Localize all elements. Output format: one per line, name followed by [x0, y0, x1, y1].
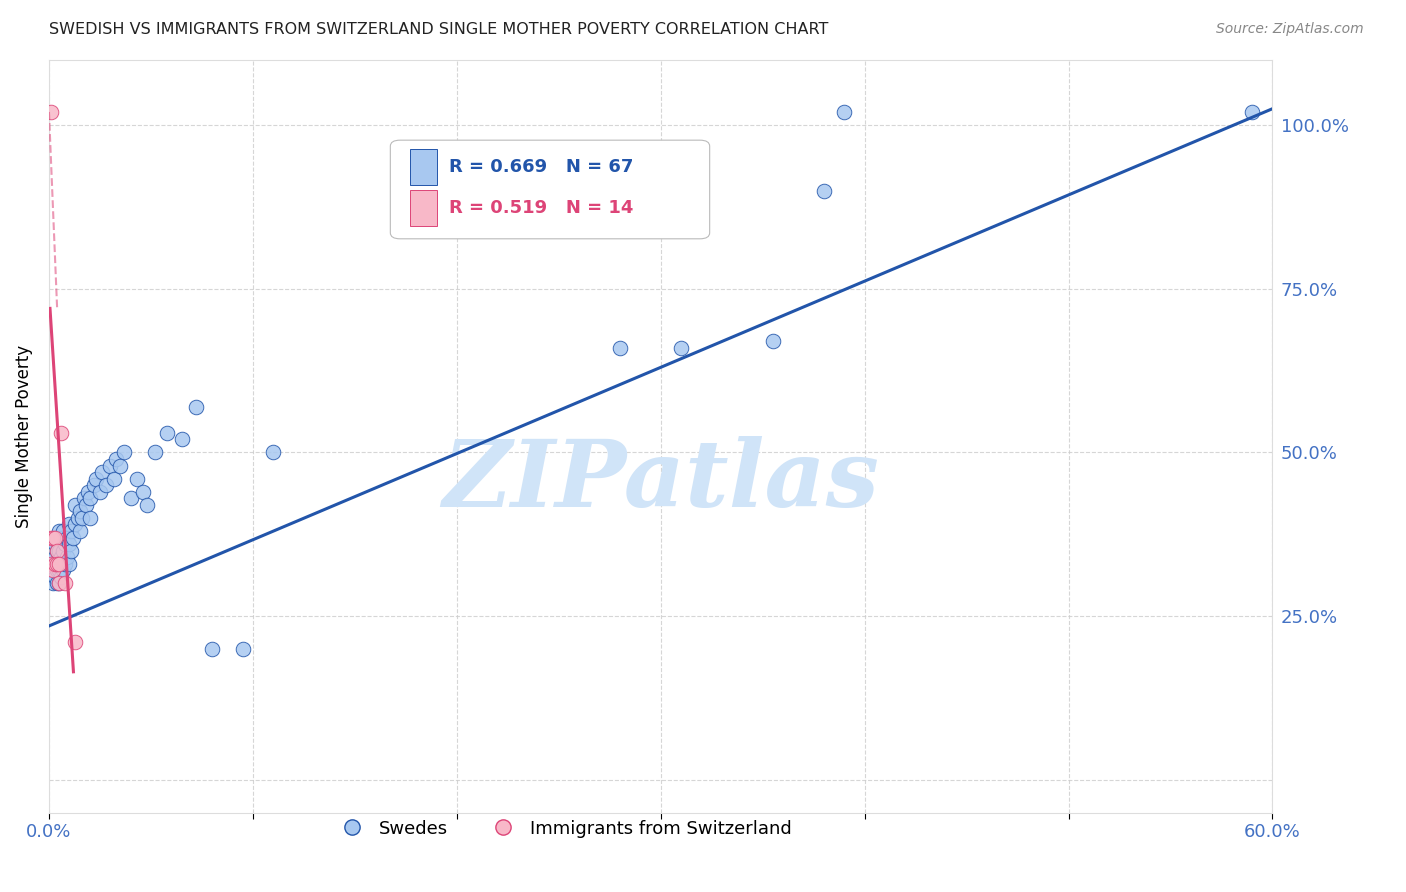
Text: R = 0.669   N = 67: R = 0.669 N = 67: [449, 158, 634, 177]
Point: [44, 531, 66, 545]
Point: [48, 557, 70, 571]
Point: [762, 334, 785, 348]
Point: [66, 511, 89, 525]
Point: [201, 641, 224, 656]
Point: [120, 491, 142, 506]
Point: [39, 557, 62, 571]
Point: [609, 341, 631, 355]
Point: [813, 184, 835, 198]
Bar: [411, 190, 437, 226]
Point: [89, 484, 111, 499]
Point: [46, 576, 69, 591]
Point: [62, 531, 84, 545]
Point: [79, 491, 101, 506]
Point: [53, 576, 76, 591]
Point: [52, 543, 75, 558]
Point: [39, 531, 62, 545]
Bar: [411, 149, 437, 186]
Point: [132, 484, 155, 499]
Point: [110, 458, 132, 473]
Point: [46, 543, 69, 558]
Point: [112, 445, 135, 459]
Point: [44, 550, 66, 565]
Point: [52, 563, 75, 577]
Point: [669, 341, 692, 355]
Point: [44, 557, 66, 571]
Point: [70, 511, 93, 525]
Point: [42, 557, 65, 571]
Point: [48, 576, 70, 591]
Point: [56, 531, 79, 545]
Point: [262, 445, 284, 459]
Point: [51, 531, 73, 545]
Point: [51, 550, 73, 565]
Point: [39, 105, 62, 120]
Point: [60, 543, 83, 558]
Point: [48, 576, 70, 591]
Point: [58, 517, 80, 532]
Point: [58, 557, 80, 571]
Point: [60, 524, 83, 538]
Point: [53, 557, 76, 571]
Point: [48, 563, 70, 577]
Point: [65, 635, 87, 649]
Point: [170, 433, 193, 447]
Point: [42, 576, 65, 591]
Point: [65, 498, 87, 512]
Point: [58, 537, 80, 551]
Point: [75, 498, 97, 512]
Point: [83, 478, 105, 492]
Point: [79, 511, 101, 525]
Point: [44, 537, 66, 551]
Text: ZIPatlas: ZIPatlas: [443, 436, 879, 526]
Point: [44, 570, 66, 584]
Point: [103, 472, 125, 486]
Point: [91, 465, 114, 479]
Point: [98, 458, 121, 473]
Point: [84, 472, 107, 486]
Y-axis label: Single Mother Poverty: Single Mother Poverty: [15, 344, 32, 528]
Point: [232, 641, 254, 656]
Point: [48, 524, 70, 538]
Point: [125, 472, 148, 486]
Point: [46, 557, 69, 571]
Point: [72, 491, 94, 506]
Point: [51, 425, 73, 440]
Text: SWEDISH VS IMMIGRANTS FROM SWITZERLAND SINGLE MOTHER POVERTY CORRELATION CHART: SWEDISH VS IMMIGRANTS FROM SWITZERLAND S…: [49, 22, 828, 37]
Text: Source: ZipAtlas.com: Source: ZipAtlas.com: [1216, 22, 1364, 37]
Point: [1241, 105, 1264, 120]
Point: [46, 563, 69, 577]
Point: [69, 524, 91, 538]
Text: R = 0.519   N = 14: R = 0.519 N = 14: [449, 199, 634, 217]
Point: [56, 550, 79, 565]
Point: [42, 531, 65, 545]
Point: [65, 517, 87, 532]
Point: [105, 452, 128, 467]
Point: [53, 537, 76, 551]
Point: [48, 543, 70, 558]
Point: [135, 498, 157, 512]
Point: [94, 478, 117, 492]
Point: [69, 504, 91, 518]
Point: [76, 484, 98, 499]
Point: [51, 570, 73, 584]
FancyBboxPatch shape: [391, 140, 710, 239]
Point: [832, 105, 855, 120]
Point: [143, 445, 166, 459]
Point: [46, 531, 69, 545]
Point: [46, 543, 69, 558]
Point: [184, 400, 207, 414]
Point: [52, 524, 75, 538]
Point: [42, 563, 65, 577]
Legend: Swedes, Immigrants from Switzerland: Swedes, Immigrants from Switzerland: [328, 813, 799, 845]
Point: [156, 425, 179, 440]
